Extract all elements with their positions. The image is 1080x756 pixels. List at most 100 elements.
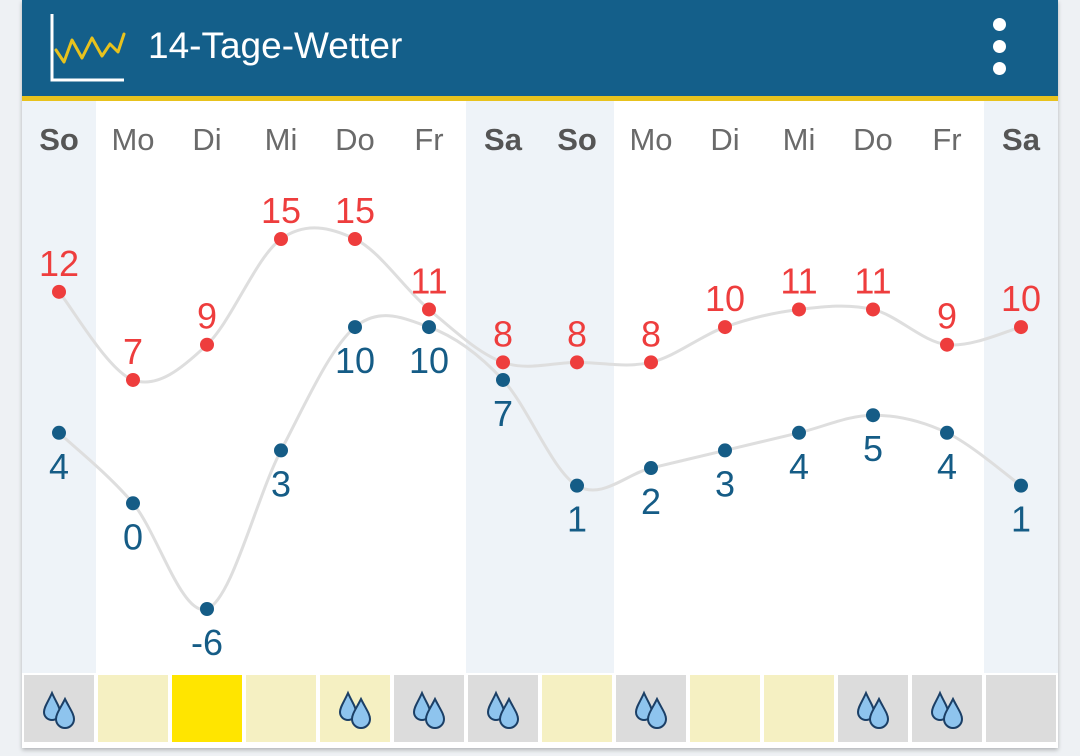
day-label: Di xyxy=(192,122,221,157)
raindrops-icon xyxy=(486,690,520,730)
max-temp-point xyxy=(126,372,140,387)
rain-cell xyxy=(616,675,686,742)
max-temp-point xyxy=(570,355,584,370)
max-temp-label: 11 xyxy=(410,260,447,301)
weekend-column xyxy=(466,101,540,673)
app-header: 14-Tage-Wetter xyxy=(22,0,1058,101)
rain-cell xyxy=(690,675,760,742)
rain-cell xyxy=(764,675,834,742)
min-temp-point xyxy=(496,372,510,387)
day-label: Fr xyxy=(932,122,961,157)
max-temp-label: 15 xyxy=(261,190,301,231)
weekend-column xyxy=(540,101,614,673)
raindrops-icon xyxy=(42,690,76,730)
min-temp-point xyxy=(866,408,880,423)
day-label: Do xyxy=(853,122,893,157)
max-temp-label: 9 xyxy=(197,296,217,337)
day-label: Do xyxy=(335,122,375,157)
min-temp-point xyxy=(940,425,954,440)
min-temp-point xyxy=(792,425,806,440)
day-label: So xyxy=(39,122,79,157)
min-temp-point xyxy=(126,496,140,511)
day-label: Fr xyxy=(414,122,443,157)
rain-cell xyxy=(320,675,390,742)
day-label: Mi xyxy=(783,122,816,157)
min-temp-label: 3 xyxy=(715,463,735,504)
raindrops-icon xyxy=(930,690,964,730)
weekend-column xyxy=(22,101,96,673)
max-temp-label: 10 xyxy=(1001,278,1041,319)
day-label: Sa xyxy=(484,122,523,157)
max-temp-label: 11 xyxy=(780,260,817,301)
chart-line-icon xyxy=(50,14,126,82)
min-temp-point xyxy=(1014,478,1028,493)
rain-forecast-row xyxy=(22,673,1058,748)
min-temp-label: -6 xyxy=(191,622,223,663)
rain-cell xyxy=(246,675,316,742)
max-temp-point xyxy=(644,355,658,370)
min-temp-point xyxy=(348,320,362,335)
min-temp-point xyxy=(52,425,66,440)
rain-cell xyxy=(98,675,168,742)
min-temp-label: 4 xyxy=(49,446,69,487)
min-temp-label: 10 xyxy=(335,340,375,381)
raindrops-icon xyxy=(338,690,372,730)
min-temp-label: 5 xyxy=(863,428,883,469)
min-temp-label: 3 xyxy=(271,463,291,504)
max-temp-point xyxy=(940,337,954,352)
max-temp-point xyxy=(866,302,880,317)
day-label: Mo xyxy=(111,122,154,157)
max-temp-point xyxy=(52,284,66,299)
weekend-column xyxy=(984,101,1058,673)
max-temp-point xyxy=(496,355,510,370)
more-vertical-icon[interactable] xyxy=(982,14,1018,78)
max-temp-point xyxy=(348,232,362,246)
day-label: Mi xyxy=(265,122,298,157)
temperature-chart: So Mo Di Mi Do Fr Sa So Mo Di Mi Do Fr Sa124709-61531… xyxy=(22,101,1058,673)
raindrops-icon xyxy=(634,690,668,730)
day-label: Mo xyxy=(629,122,672,157)
min-temp-point xyxy=(422,320,436,335)
max-temp-label: 8 xyxy=(567,313,587,354)
max-temp-label: 15 xyxy=(335,190,375,231)
max-temp-label: 8 xyxy=(493,313,513,354)
max-temp-point xyxy=(718,320,732,335)
min-temp-label: 0 xyxy=(123,516,143,557)
max-temp-label: 12 xyxy=(39,243,79,284)
max-temp-point xyxy=(422,302,436,317)
max-temp-label: 7 xyxy=(123,331,143,372)
rain-cell xyxy=(24,675,94,742)
max-temp-label: 8 xyxy=(641,313,661,354)
min-temp-label: 10 xyxy=(409,340,449,381)
min-temp-label: 7 xyxy=(493,393,513,434)
min-temp-label: 4 xyxy=(937,446,957,487)
day-label: Di xyxy=(710,122,739,157)
weather-widget: 14-Tage-Wetter So Mo Di Mi Do Fr Sa So Mo Di Mi Do F… xyxy=(22,0,1058,748)
rain-cell xyxy=(542,675,612,742)
max-temp-label: 11 xyxy=(854,260,891,301)
min-temp-point xyxy=(570,478,584,493)
max-temp-point xyxy=(1014,320,1028,335)
min-temp-label: 1 xyxy=(567,499,587,540)
app-title: 14-Tage-Wetter xyxy=(148,25,403,66)
rain-cell xyxy=(394,675,464,742)
min-temp-label: 1 xyxy=(1011,499,1031,540)
max-temp-point xyxy=(274,232,288,246)
rain-cell xyxy=(838,675,908,742)
max-temp-label: 10 xyxy=(705,278,745,319)
min-temp-point xyxy=(200,602,214,616)
rain-cell xyxy=(468,675,538,742)
min-temp-label: 4 xyxy=(789,446,809,487)
raindrops-icon xyxy=(856,690,890,730)
max-temp-point xyxy=(200,337,214,352)
max-temp-point xyxy=(792,302,806,317)
min-temp-point xyxy=(274,443,288,458)
raindrops-icon xyxy=(412,690,446,730)
min-temp-point xyxy=(718,443,732,458)
max-temp-label: 9 xyxy=(937,296,957,337)
day-label: Sa xyxy=(1002,122,1041,157)
min-temp-point xyxy=(644,461,658,476)
day-label: So xyxy=(557,122,597,157)
rain-cell xyxy=(986,675,1056,742)
rain-cell xyxy=(172,675,242,742)
